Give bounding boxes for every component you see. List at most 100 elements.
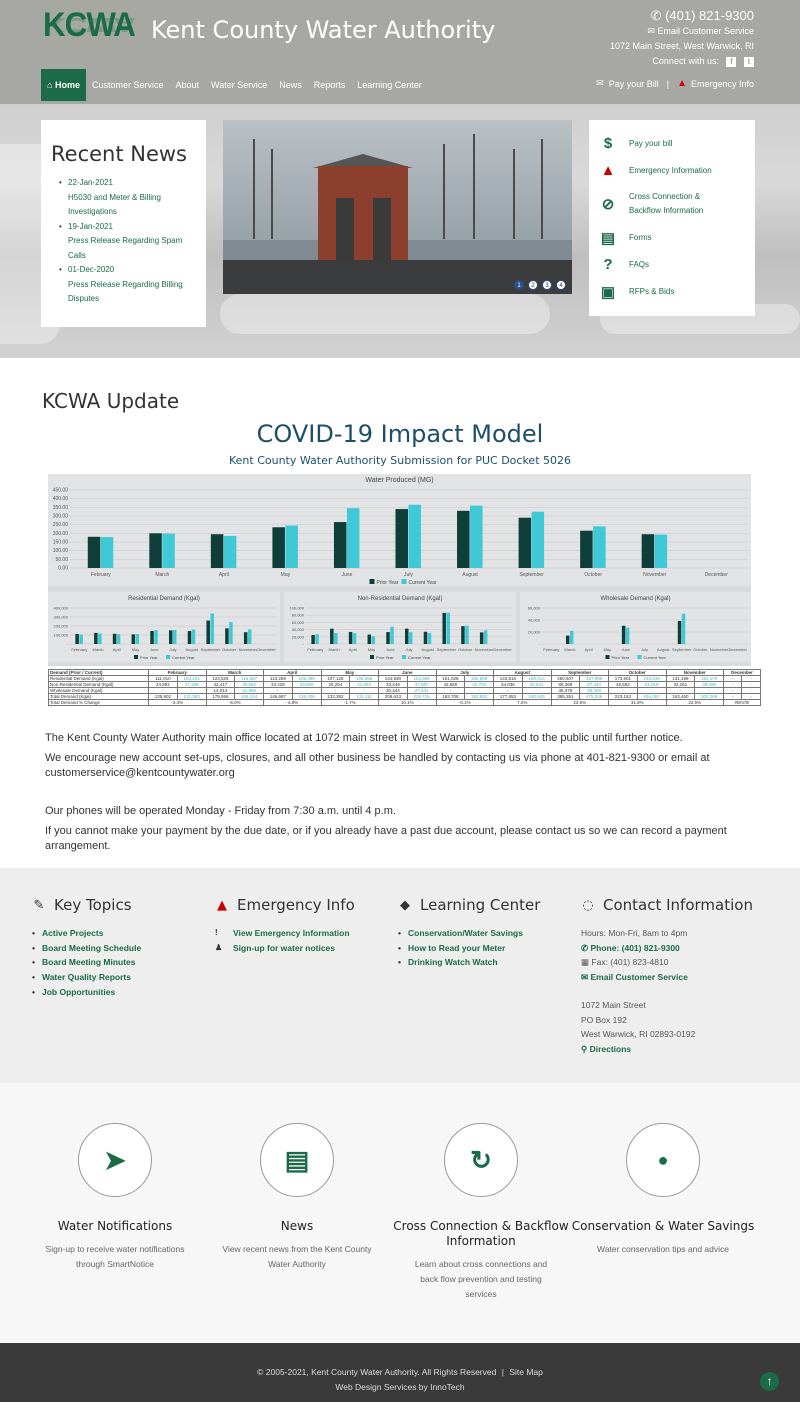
- x-tick-label: September: [672, 647, 692, 652]
- charts-svg: Water Produced (MG) 450.00 400.00 350.00 300…: [48, 474, 751, 662]
- key-topic-link[interactable]: Board Meeting Minutes: [32, 955, 212, 970]
- table-cell: #DIV/0!: [723, 699, 761, 706]
- news-item[interactable]: 19-Jan-2021 Press Release Regarding Spam…: [59, 220, 196, 264]
- header-phone[interactable]: (401) 821-9300: [665, 8, 754, 23]
- x-tick-label: August: [422, 647, 435, 652]
- bar-current: [210, 613, 214, 644]
- x-tick-label: May: [603, 647, 611, 652]
- y-tick-label: 300,000: [54, 615, 69, 620]
- quick-link-cross-connection[interactable]: ⊘ Cross Connection & Backflow Informatio…: [597, 184, 747, 224]
- learning-link[interactable]: Drinking Watch Watch: [398, 955, 578, 970]
- bar-prior: [348, 631, 353, 644]
- table-cell: 31.8%: [608, 699, 667, 706]
- credit-link[interactable]: Web Design Services by InnoTech: [335, 1382, 465, 1392]
- nav-home[interactable]: ⌂ Home: [41, 69, 86, 101]
- water-drop-icon[interactable]: ●: [626, 1123, 700, 1197]
- bar-prior: [75, 634, 79, 644]
- chart-title: Water Produced (MG): [365, 477, 433, 484]
- slider-dot[interactable]: 3: [542, 280, 552, 290]
- quick-link-faqs[interactable]: ? FAQs: [597, 251, 747, 278]
- legend-label: Current Year: [172, 655, 195, 660]
- pin-icon: ✎: [33, 897, 45, 913]
- emergency-link[interactable]: ♟ Sign-up for water notices: [215, 941, 395, 956]
- nav-reports[interactable]: Reports: [313, 80, 346, 90]
- legend-swatch: [166, 655, 170, 659]
- nav-news[interactable]: News: [279, 80, 302, 90]
- bar-current: [191, 629, 196, 644]
- site-map-link[interactable]: Site Map: [509, 1367, 543, 1377]
- key-topic-link[interactable]: Job Opportunities: [32, 985, 212, 1000]
- slider-dot[interactable]: 4: [556, 280, 566, 290]
- key-topic-link[interactable]: Board Meeting Schedule: [32, 941, 212, 956]
- news-item[interactable]: 01-Dec-2020 Press Release Regarding Bill…: [59, 263, 196, 307]
- key-topic-link[interactable]: Active Projects: [32, 926, 212, 941]
- nav-utility: ✉ Pay your Bill | ▲ Emergency Info: [596, 78, 754, 89]
- newspaper-icon[interactable]: ▤: [260, 1123, 334, 1197]
- bar-current: [465, 625, 469, 644]
- bar-prior: [580, 530, 593, 568]
- bar-current: [346, 508, 360, 568]
- bar-current: [470, 505, 483, 568]
- learning-link[interactable]: How to Read your Meter: [398, 941, 578, 956]
- bar-prior: [457, 510, 470, 568]
- bar-prior: [94, 632, 98, 644]
- quick-link-emergency[interactable]: ▲ Emergency Information: [597, 157, 747, 184]
- x-tick-label: April: [219, 572, 229, 578]
- x-tick-label: April: [113, 647, 121, 652]
- bar-current: [315, 634, 319, 644]
- contact-email[interactable]: ✉ Email Customer Service: [581, 971, 688, 982]
- legend-swatch: [637, 655, 642, 659]
- refresh-icon[interactable]: ↻: [444, 1123, 518, 1197]
- emergency-info-link[interactable]: Emergency Info: [690, 78, 754, 89]
- feature-title[interactable]: Conservation & Water Savings: [571, 1219, 755, 1233]
- bar-current: [569, 630, 574, 644]
- bar-prior: [112, 633, 117, 644]
- bar-current: [681, 613, 686, 644]
- legend-swatch: [134, 655, 138, 659]
- contact-phone[interactable]: ✆ Phone: (401) 821-9300: [581, 942, 680, 953]
- update-paragraph: If you cannot make your payment by the d…: [45, 825, 727, 852]
- bar-current: [654, 534, 668, 568]
- quick-link-pay-bill[interactable]: $ Pay your bill: [597, 130, 747, 157]
- x-tick-label: December: [705, 572, 728, 578]
- y-tick-label: 400,000: [54, 606, 69, 611]
- nav-about[interactable]: About: [175, 80, 200, 90]
- quick-link-forms[interactable]: ▤ Forms: [597, 224, 747, 251]
- x-tick-label: November: [475, 647, 494, 652]
- x-tick-label: October: [584, 572, 602, 578]
- exclamation-icon: !: [215, 928, 218, 937]
- paper-plane-icon[interactable]: ➤: [78, 1123, 152, 1197]
- kcwa-logo[interactable]: KCWA KCWA: [43, 6, 136, 44]
- pay-bill-link[interactable]: Pay your Bill: [608, 78, 659, 89]
- quick-link-rfps[interactable]: ▣ RFPs & Bids: [597, 278, 747, 305]
- key-topic-link[interactable]: Water Quality Reports: [32, 970, 212, 985]
- feature-conservation: ● Conservation & Water Savings Water con…: [568, 1123, 758, 1257]
- news-item[interactable]: 22-Jan-2021 H5030 and Meter & Billing In…: [59, 176, 196, 220]
- bar-current: [531, 511, 545, 568]
- feature-title[interactable]: News: [280, 1219, 314, 1233]
- learning-link[interactable]: Conservation/Water Savings: [398, 926, 578, 941]
- nav-customer-service[interactable]: Customer Service: [91, 80, 164, 90]
- y-tick-label: 100.00: [53, 548, 69, 554]
- image-slider[interactable]: 1 2 3 4: [223, 120, 572, 294]
- chart-title: Residential Demand (Kgal): [128, 596, 200, 602]
- back-to-top-button[interactable]: ↑: [760, 1372, 779, 1391]
- twitter-icon[interactable]: t: [744, 56, 754, 67]
- directions-link[interactable]: ⚲ Directions: [581, 1043, 632, 1054]
- contact-street: 1072 Main Street: [581, 1000, 646, 1010]
- y-tick-label: 40,000: [292, 627, 305, 632]
- emergency-link[interactable]: ! View Emergency Information: [215, 926, 395, 941]
- slider-dot[interactable]: 2: [528, 280, 538, 290]
- feature-title[interactable]: Water Notifications: [57, 1219, 173, 1233]
- bar-prior: [131, 634, 136, 644]
- warning-icon: ▲: [600, 162, 616, 179]
- x-tick-label: July: [641, 647, 648, 652]
- facebook-icon[interactable]: f: [726, 56, 737, 67]
- legend-label: Prior Year: [140, 655, 158, 660]
- nav-water-service[interactable]: Water Service: [211, 80, 268, 90]
- table-cell: -3.3%: [148, 699, 207, 706]
- slider-dot[interactable]: 1: [514, 280, 524, 290]
- nav-learning-center[interactable]: Learning Center: [357, 80, 422, 90]
- feature-title[interactable]: Cross Connection & Backflow Information: [393, 1219, 569, 1248]
- header-email-link[interactable]: Email Customer Service: [657, 26, 754, 36]
